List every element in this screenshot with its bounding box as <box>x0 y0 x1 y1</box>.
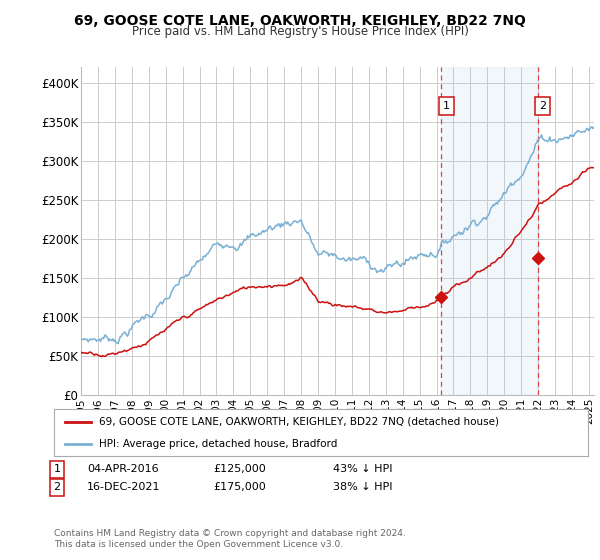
Text: 69, GOOSE COTE LANE, OAKWORTH, KEIGHLEY, BD22 7NQ (detached house): 69, GOOSE COTE LANE, OAKWORTH, KEIGHLEY,… <box>100 417 499 427</box>
Bar <box>441 67 538 395</box>
Text: 2: 2 <box>53 482 61 492</box>
Text: 43% ↓ HPI: 43% ↓ HPI <box>333 464 392 474</box>
Text: 1: 1 <box>53 464 61 474</box>
Text: 1: 1 <box>443 101 449 111</box>
Text: HPI: Average price, detached house, Bradford: HPI: Average price, detached house, Brad… <box>100 438 338 449</box>
Text: 16-DEC-2021: 16-DEC-2021 <box>87 482 161 492</box>
Text: Contains HM Land Registry data © Crown copyright and database right 2024.
This d: Contains HM Land Registry data © Crown c… <box>54 529 406 549</box>
Text: 2: 2 <box>539 101 546 111</box>
Text: 04-APR-2016: 04-APR-2016 <box>87 464 158 474</box>
Text: £175,000: £175,000 <box>213 482 266 492</box>
Text: Price paid vs. HM Land Registry's House Price Index (HPI): Price paid vs. HM Land Registry's House … <box>131 25 469 38</box>
Text: 69, GOOSE COTE LANE, OAKWORTH, KEIGHLEY, BD22 7NQ: 69, GOOSE COTE LANE, OAKWORTH, KEIGHLEY,… <box>74 14 526 28</box>
Text: £125,000: £125,000 <box>213 464 266 474</box>
Text: 38% ↓ HPI: 38% ↓ HPI <box>333 482 392 492</box>
